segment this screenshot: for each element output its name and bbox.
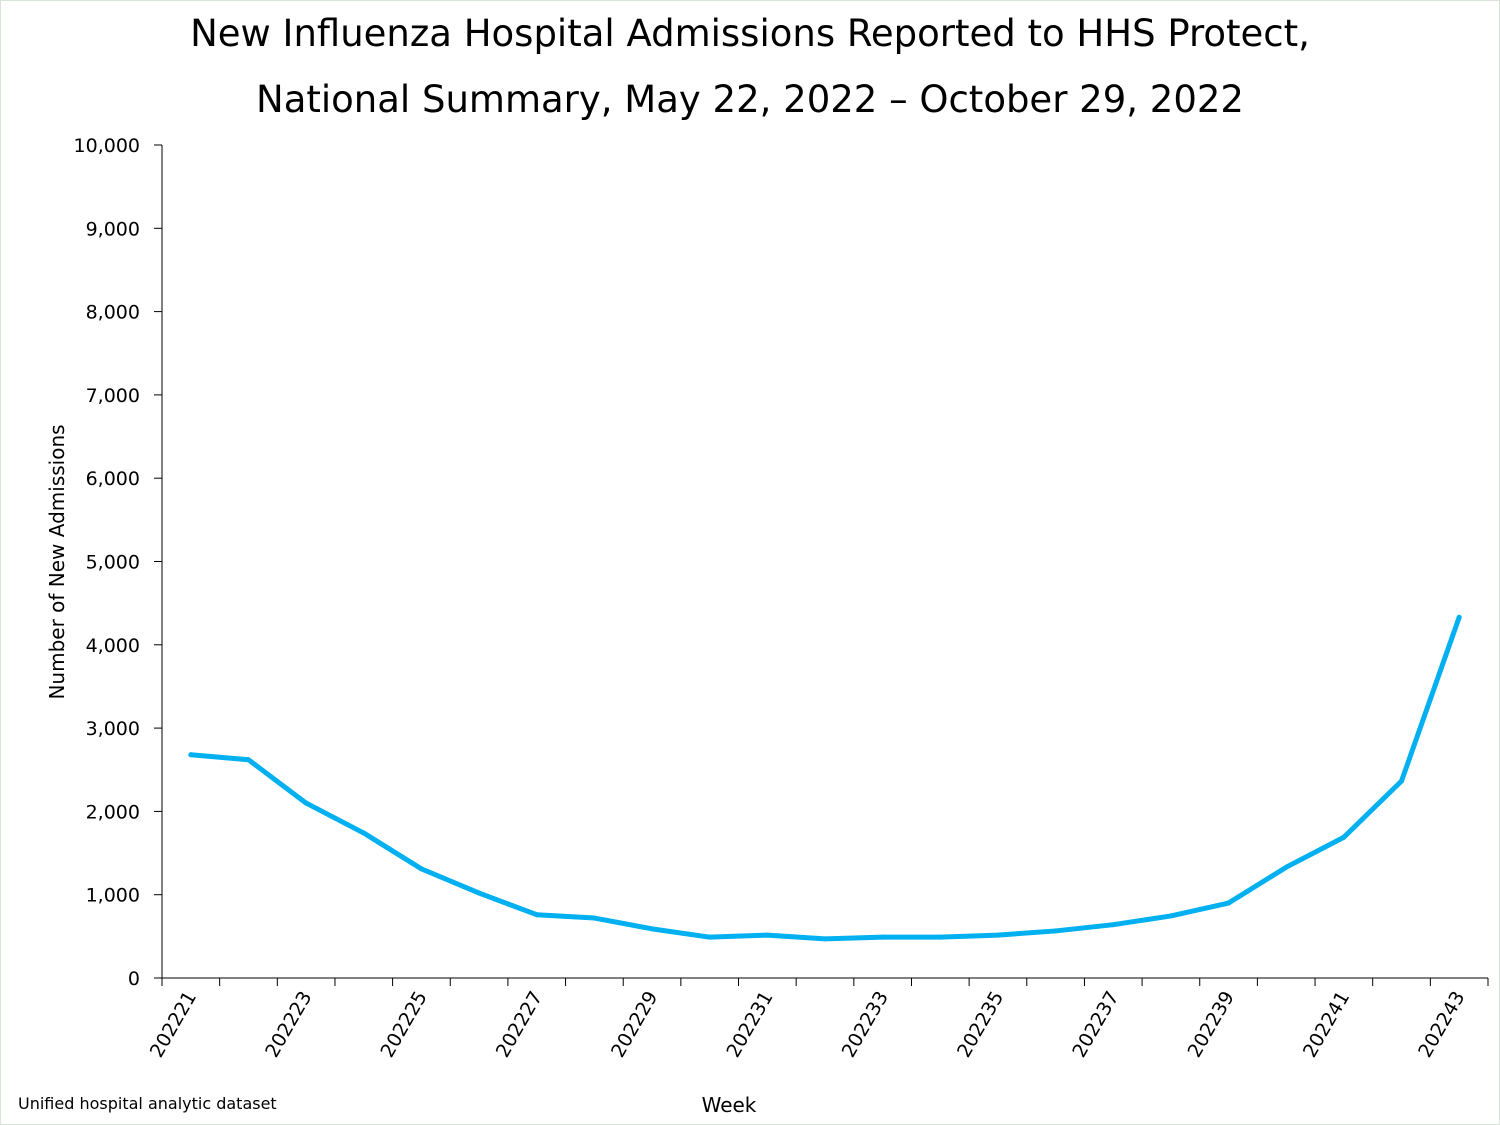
y-tick-label: 4,000	[86, 635, 140, 657]
data-point	[995, 932, 1001, 938]
data-point	[764, 932, 770, 938]
y-tick-label: 5,000	[86, 552, 140, 574]
y-tick-label: 1,000	[86, 885, 140, 907]
chart-title-line1: New Influenza Hospital Admissions Report…	[190, 12, 1310, 55]
data-point	[1399, 778, 1405, 784]
y-tick-label: 9,000	[86, 218, 140, 240]
data-point	[1053, 928, 1059, 934]
x-tick-label: 202231	[722, 988, 777, 1062]
x-tick-label: 202233	[838, 988, 893, 1062]
data-point	[361, 830, 367, 836]
data-point	[1456, 614, 1462, 620]
y-tick-label: 2,000	[86, 801, 140, 823]
data-point	[534, 912, 540, 918]
y-tick-label: 6,000	[86, 468, 140, 490]
data-point	[418, 866, 424, 872]
data-point	[822, 936, 828, 942]
y-tick-label: 8,000	[86, 302, 140, 324]
y-tick-label: 3,000	[86, 718, 140, 740]
x-tick-label: 202239	[1184, 988, 1239, 1062]
data-point	[880, 934, 886, 940]
x-tick-label: 202235	[953, 988, 1008, 1062]
x-tick-label: 202229	[607, 988, 662, 1062]
data-point	[245, 757, 251, 763]
data-point	[1226, 900, 1232, 906]
chart-title-line2: National Summary, May 22, 2022 – October…	[256, 78, 1244, 121]
series-line	[188, 614, 1462, 942]
data-point	[476, 890, 482, 896]
x-axis-title: Week	[702, 1093, 757, 1117]
x-tick-label: 202243	[1414, 988, 1469, 1062]
data-point	[937, 934, 943, 940]
data-point	[1341, 834, 1347, 840]
x-tick-label: 202221	[146, 988, 201, 1062]
data-point	[303, 800, 309, 806]
x-tick-label: 202241	[1299, 988, 1354, 1062]
y-tick-label: 7,000	[86, 385, 140, 407]
data-point	[1168, 913, 1174, 919]
data-point	[707, 934, 713, 940]
data-point	[649, 926, 655, 932]
data-point	[188, 752, 194, 758]
x-tick-label: 202227	[492, 988, 547, 1062]
data-point	[591, 915, 597, 921]
x-tick-label: 202237	[1068, 988, 1123, 1062]
x-tick-label: 202223	[261, 988, 316, 1062]
y-tick-label: 10,000	[74, 135, 140, 157]
x-tick-label: 202225	[376, 988, 431, 1062]
data-point	[1283, 864, 1289, 870]
y-axis-title: Number of New Admissions	[45, 424, 69, 699]
data-point	[1110, 922, 1116, 928]
y-tick-label: 0	[128, 968, 140, 990]
source-note: Unified hospital analytic dataset	[18, 1094, 277, 1113]
